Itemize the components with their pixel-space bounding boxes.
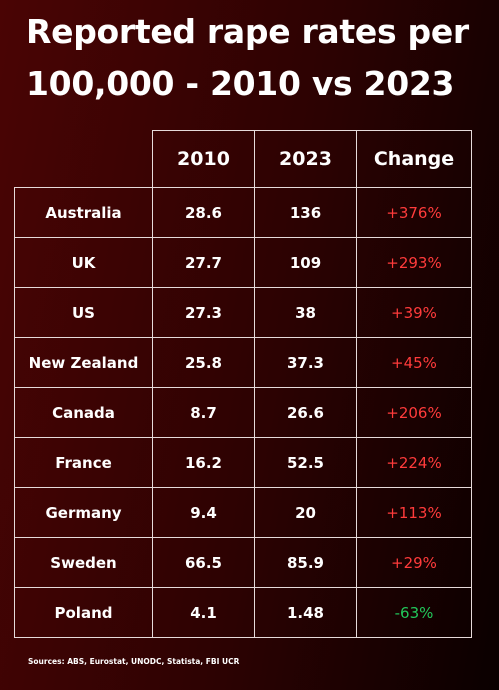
value-2010-cell: 28.6 — [152, 187, 255, 238]
table-row: UK 27.7 109 +293% — [14, 237, 472, 288]
table-row: US 27.3 38 +39% — [14, 287, 472, 338]
change-cell: +39% — [356, 287, 472, 338]
country-cell: Germany — [14, 487, 153, 538]
value-2010-cell: 66.5 — [152, 537, 255, 588]
value-2010-cell: 9.4 — [152, 487, 255, 538]
table-row: New Zealand 25.8 37.3 +45% — [14, 337, 472, 388]
header-2023: 2023 — [254, 130, 357, 188]
country-cell: Sweden — [14, 537, 153, 588]
table-row: Germany 9.4 20 +113% — [14, 487, 472, 538]
rates-table: 2010 2023 Change Australia 28.6 136 +376% UK… — [14, 130, 472, 638]
sources-note: Sources: ABS, Eurostat, UNODC, Statista,… — [28, 657, 240, 666]
value-2023-cell: 38 — [254, 287, 357, 338]
country-cell: UK — [14, 237, 153, 288]
table-header-row: 2010 2023 Change — [14, 130, 472, 188]
country-cell: US — [14, 287, 153, 338]
country-cell: Canada — [14, 387, 153, 438]
country-cell: New Zealand — [14, 337, 153, 388]
value-2010-cell: 27.7 — [152, 237, 255, 288]
change-cell: +206% — [356, 387, 472, 438]
value-2010-cell: 16.2 — [152, 437, 255, 488]
change-cell: +29% — [356, 537, 472, 588]
change-cell: +376% — [356, 187, 472, 238]
value-2023-cell: 109 — [254, 237, 357, 288]
change-cell: -63% — [356, 587, 472, 638]
country-cell: Australia — [14, 187, 153, 238]
header-change: Change — [356, 130, 472, 188]
value-2010-cell: 25.8 — [152, 337, 255, 388]
header-corner — [14, 130, 153, 188]
value-2023-cell: 52.5 — [254, 437, 357, 488]
table-body: Australia 28.6 136 +376% UK 27.7 109 +293% US 27.… — [14, 187, 472, 638]
table-row: Australia 28.6 136 +376% — [14, 187, 472, 238]
value-2010-cell: 4.1 — [152, 587, 255, 638]
change-cell: +45% — [356, 337, 472, 388]
value-2023-cell: 37.3 — [254, 337, 357, 388]
table-row: Canada 8.7 26.6 +206% — [14, 387, 472, 438]
country-cell: France — [14, 437, 153, 488]
value-2023-cell: 26.6 — [254, 387, 357, 438]
country-cell: Poland — [14, 587, 153, 638]
value-2010-cell: 8.7 — [152, 387, 255, 438]
value-2023-cell: 136 — [254, 187, 357, 238]
value-2010-cell: 27.3 — [152, 287, 255, 338]
table-row: Sweden 66.5 85.9 +29% — [14, 537, 472, 588]
table-row: Poland 4.1 1.48 -63% — [14, 587, 472, 638]
value-2023-cell: 85.9 — [254, 537, 357, 588]
change-cell: +113% — [356, 487, 472, 538]
change-cell: +293% — [356, 237, 472, 288]
change-cell: +224% — [356, 437, 472, 488]
value-2023-cell: 20 — [254, 487, 357, 538]
header-2010: 2010 — [152, 130, 255, 188]
value-2023-cell: 1.48 — [254, 587, 357, 638]
table-row: France 16.2 52.5 +224% — [14, 437, 472, 488]
chart-title: Reported rape rates per 100,000 - 2010 v… — [26, 12, 469, 103]
